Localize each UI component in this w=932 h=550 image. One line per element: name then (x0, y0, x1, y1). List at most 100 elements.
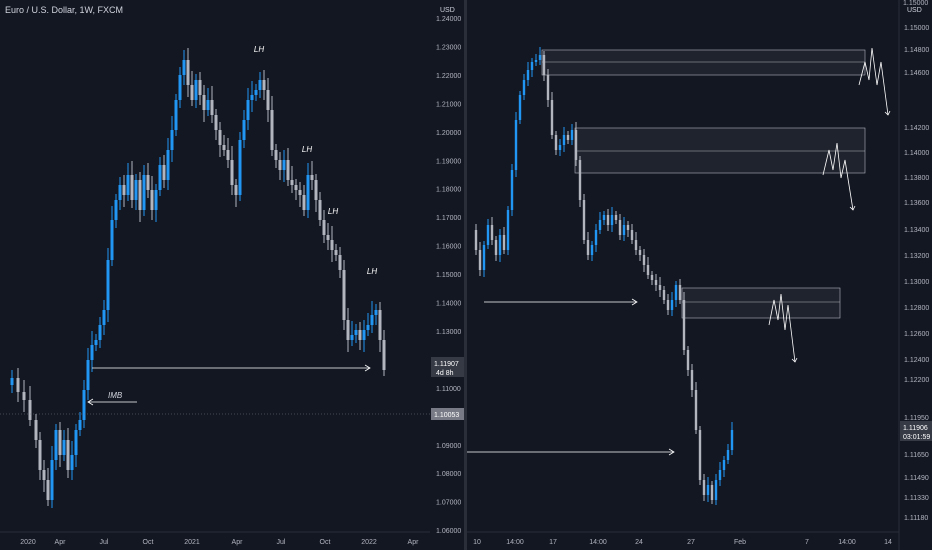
time-tick: Jul (100, 539, 109, 546)
candle-body (254, 90, 258, 95)
lh-label: LH (367, 267, 377, 276)
candle-body (182, 60, 186, 75)
candle-body (98, 325, 102, 340)
candle-body (530, 62, 534, 70)
time-tick: Jul (277, 539, 286, 546)
time-tick: 17 (549, 539, 557, 546)
candle-body (250, 95, 254, 100)
candle-body (178, 75, 182, 100)
candle-body (74, 430, 78, 455)
candle-body (378, 310, 382, 340)
candle-body (590, 245, 594, 255)
time-tick: 2022 (361, 539, 377, 546)
right-price-chart[interactable]: 1.15000USD1.150001.148001.146001.142001.… (467, 0, 932, 550)
price-tick: 1.11650 (904, 452, 929, 459)
candle-body (526, 70, 530, 80)
candle-body (522, 80, 526, 95)
lh-label: LH (254, 45, 264, 54)
candle-body (50, 460, 54, 500)
candle-body (126, 175, 130, 195)
arrow-head (668, 448, 675, 456)
candle-body (134, 180, 138, 200)
candle-body (502, 235, 506, 250)
candle-body (194, 80, 198, 100)
candle-body (290, 180, 294, 185)
candle-body (666, 300, 670, 310)
projection-arrow (884, 110, 891, 116)
candle-body (190, 85, 194, 100)
candle-body (226, 150, 230, 160)
candle-body (626, 225, 630, 230)
candle-body (474, 230, 478, 250)
candle-body (118, 185, 122, 200)
price-tick: 1.12600 (904, 331, 929, 338)
price-tick: 1.11950 (904, 415, 929, 422)
candle-body (262, 80, 266, 90)
candle-body (22, 392, 26, 400)
candle-body (370, 315, 374, 325)
price-tick: 1.14200 (904, 125, 929, 132)
candle-body (594, 230, 598, 245)
candle-body (726, 450, 730, 460)
candle-body (66, 440, 70, 470)
candle-body (86, 360, 90, 390)
candle-body (634, 240, 638, 250)
candle-body (646, 265, 650, 275)
candle-body (82, 390, 86, 420)
lh-label: LH (328, 207, 338, 216)
candle-body (382, 340, 386, 370)
candle-body (222, 145, 226, 150)
price-tick: 1.14000 (904, 150, 929, 157)
candle-body (510, 170, 514, 210)
candle-body (218, 130, 222, 145)
right-chart-pane[interactable]: 1.15000 USD 1.15000 1.14800 1.14600 1.14200 1.… (467, 0, 932, 550)
candle-body (230, 160, 234, 185)
projection-path (768, 293, 796, 363)
level-price-box (431, 408, 464, 420)
candle-body (686, 350, 690, 370)
candle-body (354, 330, 358, 335)
candle-body (650, 275, 654, 280)
candle-body (138, 180, 142, 210)
candle-body (690, 370, 694, 390)
candle-body (238, 140, 242, 195)
candle-body (326, 235, 330, 240)
price-tick: 1.15000 (904, 25, 929, 32)
candle-body (598, 220, 602, 230)
price-tick: 1.11180 (904, 515, 928, 522)
price-tick: 1.19000 (436, 158, 461, 165)
candle-body (186, 60, 190, 85)
left-price-chart[interactable]: IMB LH LH LH LH USD 1.24000 1.23000 1.22000 1.21… (0, 0, 464, 550)
candle-body (206, 100, 210, 110)
candle-body (562, 135, 566, 145)
candle-body (70, 455, 74, 470)
level-price-label: 1.10053 (434, 412, 459, 419)
candle-body (334, 250, 338, 255)
axis-bg (899, 0, 932, 550)
candle-body (314, 180, 318, 200)
candle-body (306, 175, 310, 210)
axis-bg (430, 0, 464, 550)
candle-body (142, 175, 146, 210)
price-tick: 1.07000 (436, 500, 461, 507)
candle-body (718, 470, 722, 480)
price-tick: 1.12800 (904, 305, 929, 312)
candle-body (710, 485, 714, 500)
pane-divider[interactable] (464, 0, 467, 550)
candle-body (318, 200, 322, 220)
left-chart-pane[interactable]: Euro / U.S. Dollar, 1W, FXCM IMB LH LH LH LH… (0, 0, 464, 550)
candle-body (578, 160, 582, 200)
candle-body (702, 480, 706, 495)
symbol-legend[interactable]: Euro / U.S. Dollar, 1W, FXCM (5, 5, 124, 15)
candle-body (150, 190, 154, 210)
price-tick: 1.18000 (436, 187, 461, 194)
candle-body (566, 135, 570, 140)
candle-body (658, 285, 662, 290)
time-tick: 14 (884, 539, 892, 546)
candle-body (722, 460, 726, 470)
candle-body (242, 120, 246, 140)
candle-body (374, 310, 378, 315)
candle-body (310, 175, 314, 180)
candle-body (302, 195, 306, 210)
candle-body (330, 240, 334, 250)
